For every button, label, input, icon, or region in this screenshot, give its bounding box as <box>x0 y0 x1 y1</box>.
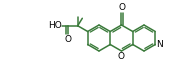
Text: O: O <box>118 52 125 61</box>
Text: O: O <box>119 3 126 12</box>
Text: HO: HO <box>48 21 61 30</box>
Text: N: N <box>156 40 163 49</box>
Text: O: O <box>64 35 71 44</box>
